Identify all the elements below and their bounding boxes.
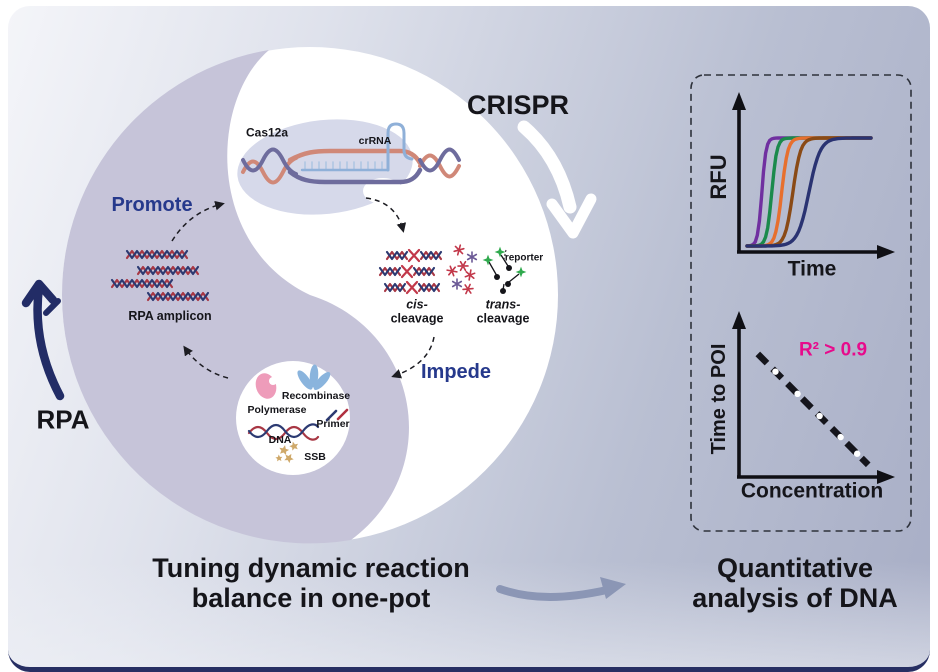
data-point <box>816 412 823 420</box>
standard-curve-line <box>755 351 871 468</box>
polymerase-notch <box>269 377 277 385</box>
rpa-amplicon-label: RPA amplicon <box>128 309 212 324</box>
cas-to-cis-arrow-icon <box>365 197 407 233</box>
base-pair-ticks <box>304 161 383 171</box>
x-axis-arrowhead <box>877 470 895 484</box>
data-point <box>794 390 801 398</box>
crrna-hairpin <box>386 122 414 172</box>
data-point <box>853 450 861 457</box>
quencher-dot-icon <box>506 265 512 271</box>
cis-cleavage-label: cis- cleavage <box>390 297 444 326</box>
time-axis-label: Time <box>787 257 837 281</box>
pot-dna-helix-icon <box>247 423 320 441</box>
cas12a-label: Cas12a <box>245 125 289 140</box>
blob-notch <box>363 178 403 204</box>
quencher-dot-icon <box>494 274 500 280</box>
trans-prefix: trans- <box>485 297 521 312</box>
ssb-label: SSB <box>304 451 326 464</box>
time-to-poi-axis-label: Time to POI <box>708 343 730 455</box>
impede-label: Impede <box>420 361 492 383</box>
rpa-pot-components <box>247 364 349 465</box>
outcome-caption-line1: Quantitative <box>716 552 874 583</box>
trans-cleavage-label: trans- cleavage <box>476 297 530 326</box>
x-axis-arrowhead <box>877 245 895 259</box>
reporter-label: reporter <box>504 252 544 264</box>
outcome-caption-line2: analysis of DNA <box>692 583 898 613</box>
amplification-curve-concentration-5-lowest <box>745 136 873 248</box>
flow-arrow-icon <box>496 577 626 601</box>
results-panel-border <box>690 74 912 532</box>
recombinase-petals-icon <box>297 364 331 390</box>
cas12a-complex-icon <box>241 122 461 185</box>
rfu-axis-label: RFU <box>705 154 731 200</box>
amplification-curves <box>745 136 873 248</box>
promote-arrow-icon <box>171 200 225 242</box>
yin-yang-shape <box>61 47 558 544</box>
data-point <box>837 433 844 441</box>
reporter-group <box>482 246 527 294</box>
cis-word: cleavage <box>390 311 444 325</box>
dna-label: DNA <box>268 434 292 447</box>
rfu-time-chart-axes <box>737 108 879 254</box>
crispr-label: CRISPR <box>466 90 570 121</box>
recombinase-label: Recombinase <box>281 390 351 403</box>
rpa-cycle-arrow-icon <box>21 279 65 401</box>
cis-prefix: cis- <box>406 297 428 312</box>
polymerase-label: Polymerase <box>247 404 307 417</box>
standard-curve-axes <box>737 327 879 479</box>
pot-to-amplicon-arrow-icon <box>183 345 229 379</box>
crispr-cycle-arrow-icon <box>517 120 597 239</box>
rpa-label: RPA <box>36 404 90 435</box>
r2-annotation: R² > 0.9 <box>798 339 868 361</box>
promote-label: Promote <box>111 194 193 216</box>
process-caption-line1: Tuning dynamic reaction <box>152 552 470 583</box>
concentration-axis-label: Concentration <box>740 479 884 503</box>
quencher-dot-icon <box>505 281 511 287</box>
trans-word: cleavage <box>476 311 530 325</box>
primer-slashes-icon <box>325 408 349 422</box>
data-point <box>772 368 779 375</box>
crrna-label: crRNA <box>358 135 392 148</box>
y-axis-arrowhead <box>732 92 746 110</box>
impede-arrow-icon <box>391 336 435 379</box>
outcome-caption: Quantitative analysis of DNA <box>692 553 898 613</box>
primer-label: Primer <box>316 418 350 431</box>
process-caption-line2: balance in one-pot <box>191 583 431 613</box>
y-axis-arrowhead <box>732 311 746 329</box>
cycle-dashed-arrows <box>171 197 435 379</box>
process-caption: Tuning dynamic reaction balance in one-p… <box>152 553 470 613</box>
quencher-dot-icon <box>500 288 506 294</box>
